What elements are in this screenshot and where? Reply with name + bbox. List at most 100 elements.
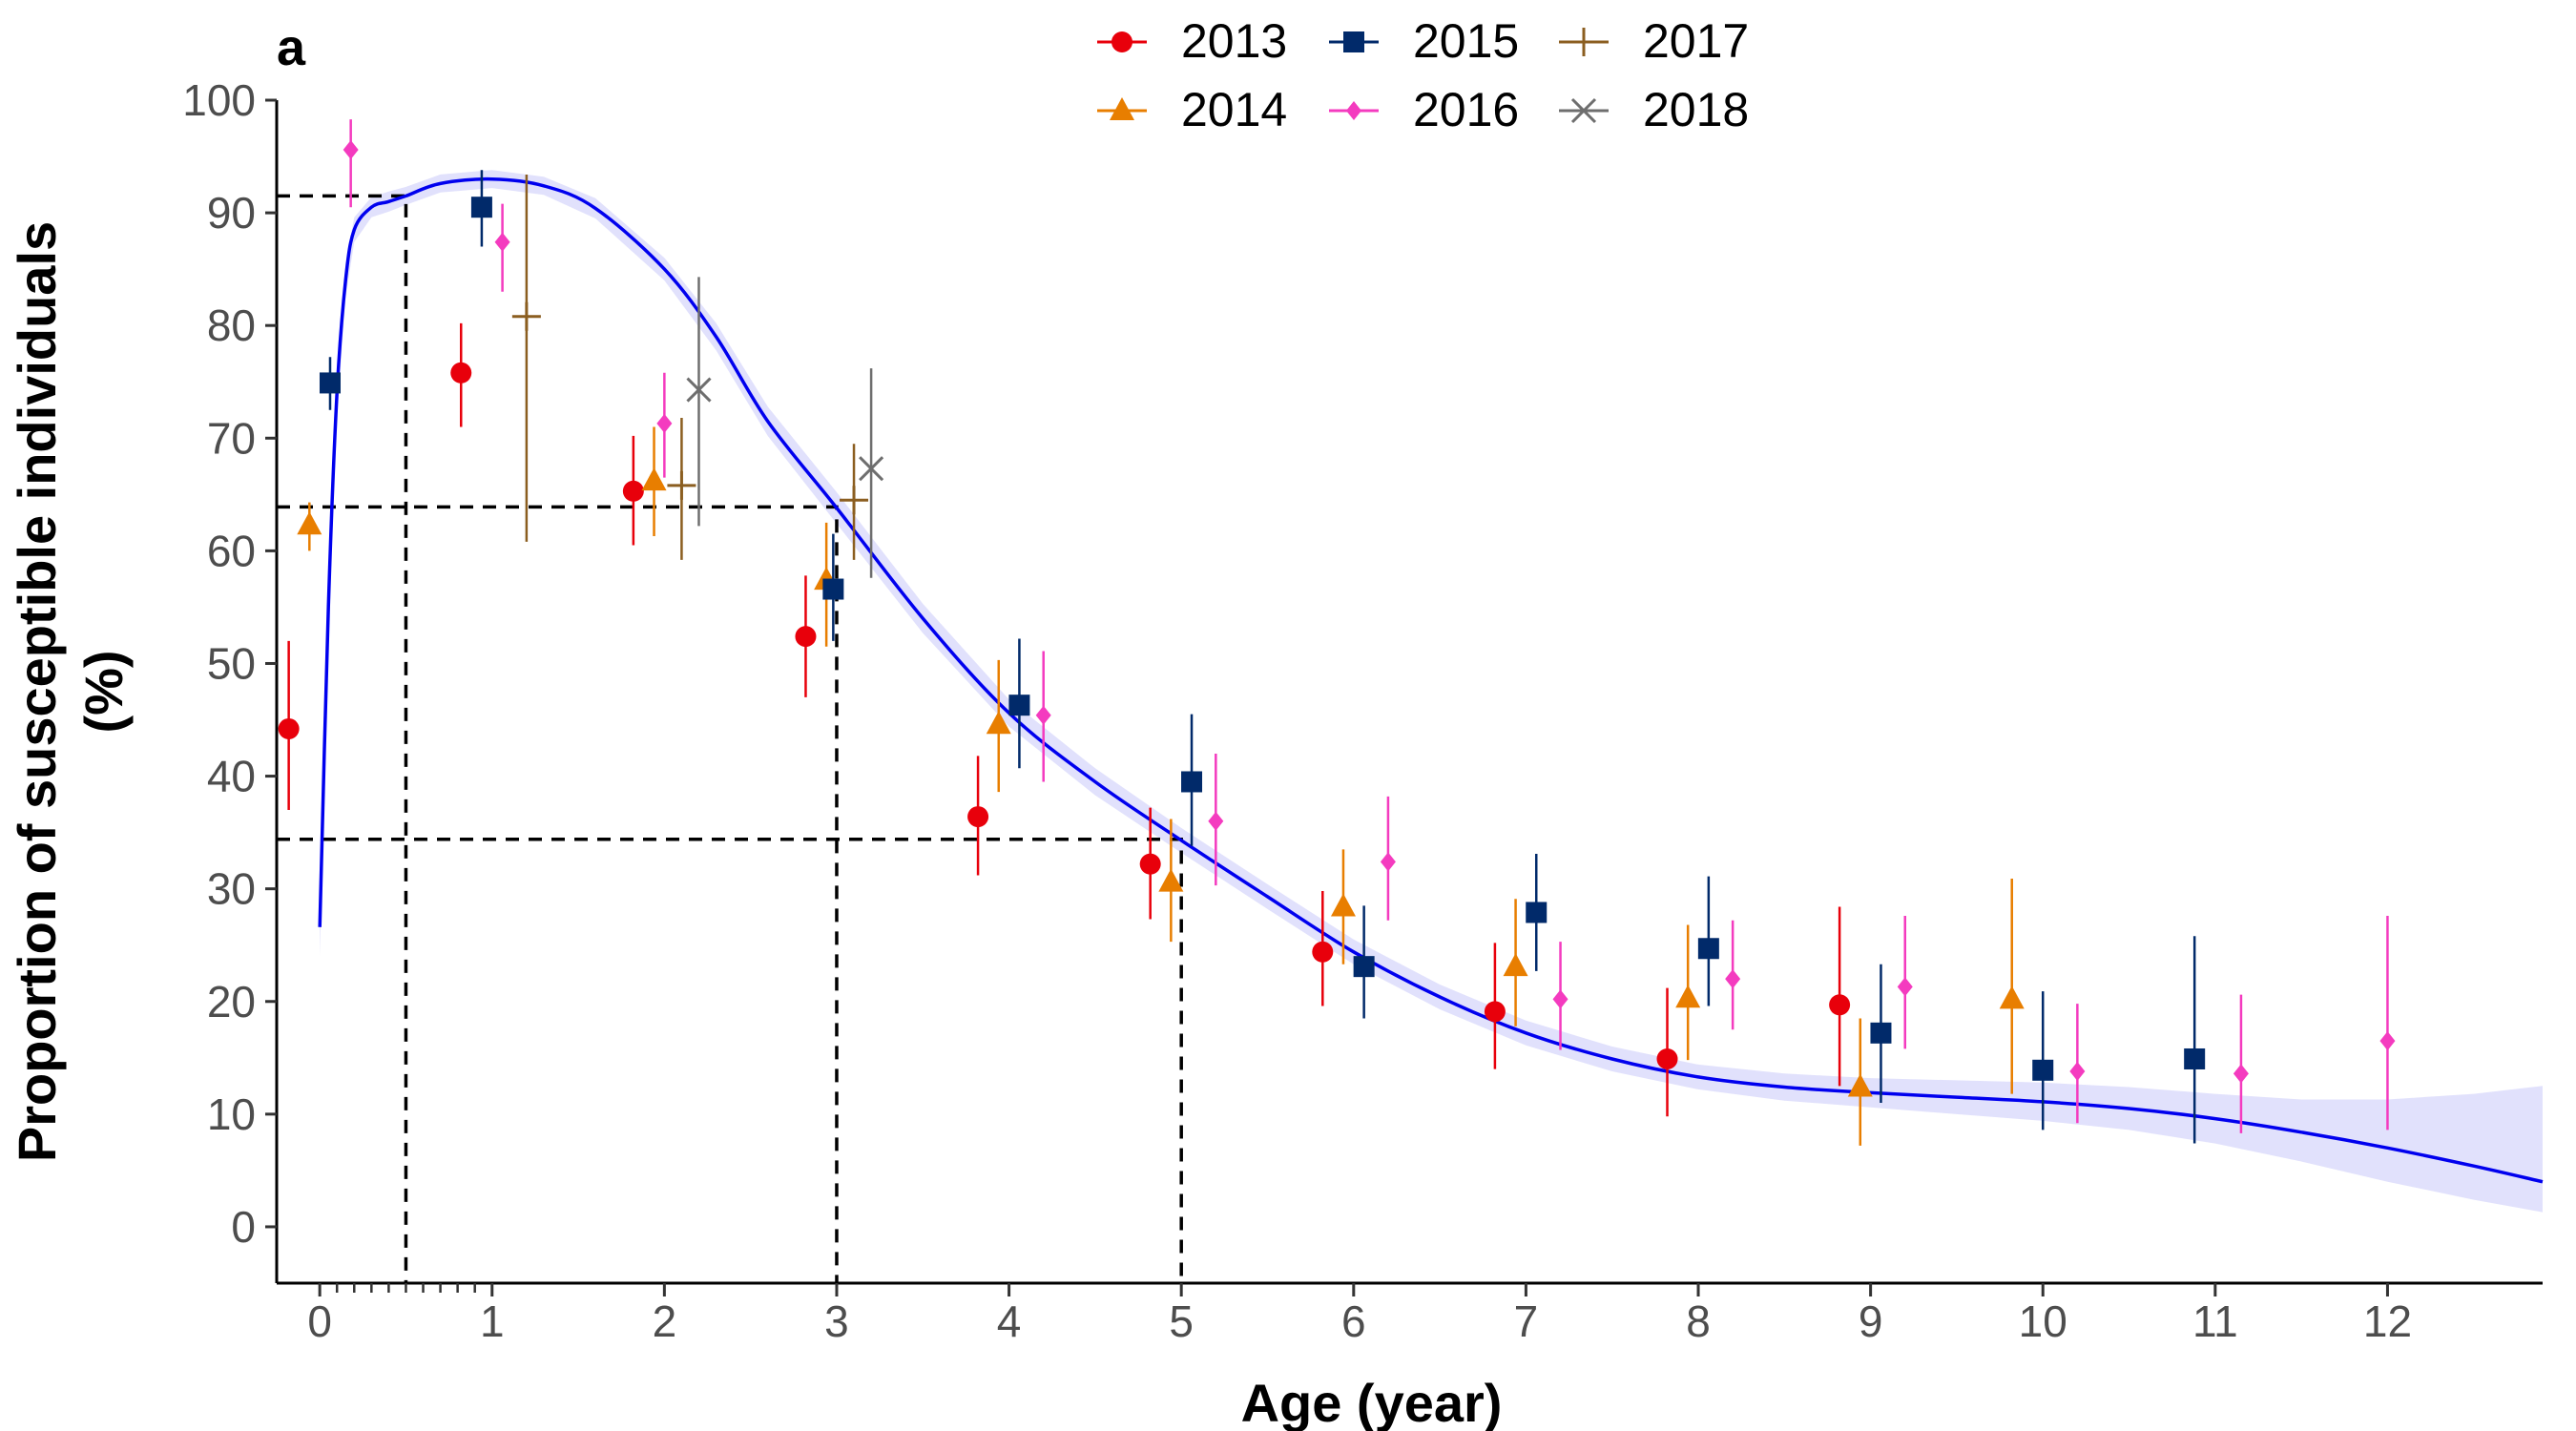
x-tick-label: 5 <box>1169 1296 1194 1346</box>
data-point-2016 <box>2233 1064 2249 1084</box>
legend-label: 2016 <box>1413 83 1519 136</box>
x-tick-label: 1 <box>480 1296 505 1346</box>
y-tick-label: 30 <box>207 864 256 914</box>
data-point-2016 <box>2379 1031 2396 1051</box>
reference-line-3 <box>277 837 1183 1283</box>
data-point-2015 <box>1181 771 1203 793</box>
data-point-2017 <box>511 301 541 331</box>
data-point-2015 <box>1870 1022 1892 1044</box>
legend-label: 2014 <box>1181 83 1287 136</box>
data-point-2014 <box>1675 985 1701 1008</box>
fitted-curve-layer <box>318 176 2544 1184</box>
panel-label: a <box>277 19 306 76</box>
y-tick-label: 40 <box>207 752 256 801</box>
data-point-2013 <box>1656 1047 1678 1069</box>
data-point-2013 <box>1312 941 1334 963</box>
data-point-2013 <box>622 480 644 502</box>
x-tick-label: 10 <box>2019 1296 2067 1346</box>
data-point-2014 <box>297 511 322 535</box>
legend-item-2013: 2013 <box>1097 14 1287 68</box>
x-tick-label: 9 <box>1859 1296 1883 1346</box>
x-tick-label: 6 <box>1341 1296 1366 1346</box>
data-point-2015 <box>2184 1047 2206 1069</box>
series-2018 <box>686 277 884 578</box>
data-point-2015 <box>319 372 341 394</box>
data-point-2014 <box>1847 1073 1873 1097</box>
data-point-2013 <box>450 362 472 384</box>
data-points-layer <box>278 119 2396 1146</box>
data-point-2016 <box>1897 977 1913 997</box>
data-point-2014 <box>1999 985 2025 1009</box>
legend-key-marker <box>1343 31 1364 52</box>
data-point-2014 <box>986 711 1011 735</box>
y-tick-label: 90 <box>207 188 256 238</box>
data-point-2016 <box>343 139 359 159</box>
data-point-2017 <box>667 470 696 500</box>
series-2013 <box>278 322 1851 1117</box>
legend-item-2014: 2014 <box>1097 83 1287 136</box>
y-tick-label: 10 <box>207 1089 256 1139</box>
x-tick-label: 12 <box>2363 1296 2412 1346</box>
y-tick-label: 50 <box>207 638 256 688</box>
data-point-2015 <box>822 578 844 600</box>
reference-line-2 <box>277 505 839 1283</box>
data-point-2016 <box>1552 989 1568 1009</box>
legend-label: 2017 <box>1643 14 1749 68</box>
confidence-band-layer <box>320 170 2544 1213</box>
x-axis-title: Age (year) <box>1241 1373 1503 1431</box>
x-tick-label: 3 <box>824 1296 849 1346</box>
confidence-band <box>320 170 2544 1213</box>
y-tick-label: 80 <box>207 301 256 350</box>
data-point-2016 <box>1725 969 1741 989</box>
data-point-2013 <box>278 717 300 739</box>
data-point-2015 <box>2032 1059 2054 1081</box>
series-2017 <box>511 174 869 560</box>
data-point-2013 <box>1139 853 1161 875</box>
x-tick-label: 7 <box>1514 1296 1539 1346</box>
data-point-2015 <box>1697 938 1719 960</box>
y-tick-label: 20 <box>207 977 256 1027</box>
data-point-2014 <box>641 467 667 491</box>
data-point-2016 <box>494 232 510 252</box>
legend-label: 2018 <box>1643 83 1749 136</box>
legend: 2013 2015 2017 2014 2016 2018 <box>1097 14 1749 136</box>
legend-label: 2013 <box>1181 14 1287 68</box>
data-point-2014 <box>1158 868 1184 892</box>
series-2016 <box>343 119 2396 1133</box>
data-point-2016 <box>1380 852 1396 872</box>
fitted-curve <box>318 176 2544 1184</box>
data-point-2018 <box>859 456 884 482</box>
reference-line-1 <box>277 194 408 1283</box>
y-tick-label: 60 <box>207 526 256 575</box>
series-2015 <box>319 170 2206 1144</box>
data-point-2013 <box>967 806 989 828</box>
x-tick-label: 8 <box>1686 1296 1711 1346</box>
x-tick-label: 2 <box>653 1296 677 1346</box>
x-tick-label: 11 <box>2192 1296 2238 1346</box>
data-point-2016 <box>656 413 673 433</box>
data-point-2015 <box>1353 956 1375 978</box>
x-tick-label: 4 <box>997 1296 1022 1346</box>
y-axis-title-line-1: Proportion of susceptible individuals <box>7 221 67 1162</box>
legend-item-2016: 2016 <box>1329 83 1519 136</box>
y-tick-label: 0 <box>231 1202 256 1252</box>
data-point-2016 <box>1208 811 1224 831</box>
legend-key-marker <box>1111 31 1132 52</box>
data-point-2013 <box>1484 1001 1506 1023</box>
y-tick-label: 70 <box>207 413 256 463</box>
y-axis-title-line-2: (%) <box>73 650 134 733</box>
legend-key-marker <box>1570 97 1597 124</box>
data-point-2015 <box>1008 695 1030 716</box>
legend-label: 2015 <box>1413 14 1519 68</box>
legend-key-marker <box>1346 101 1361 120</box>
data-point-2017 <box>840 486 869 515</box>
legend-item-2018: 2018 <box>1559 83 1749 136</box>
data-point-2016 <box>1035 705 1051 725</box>
data-point-2014 <box>1503 953 1528 977</box>
data-point-2015 <box>470 197 492 218</box>
data-point-2013 <box>1829 994 1851 1016</box>
data-point-2013 <box>795 626 817 648</box>
x-tick-label: 0 <box>307 1296 332 1346</box>
